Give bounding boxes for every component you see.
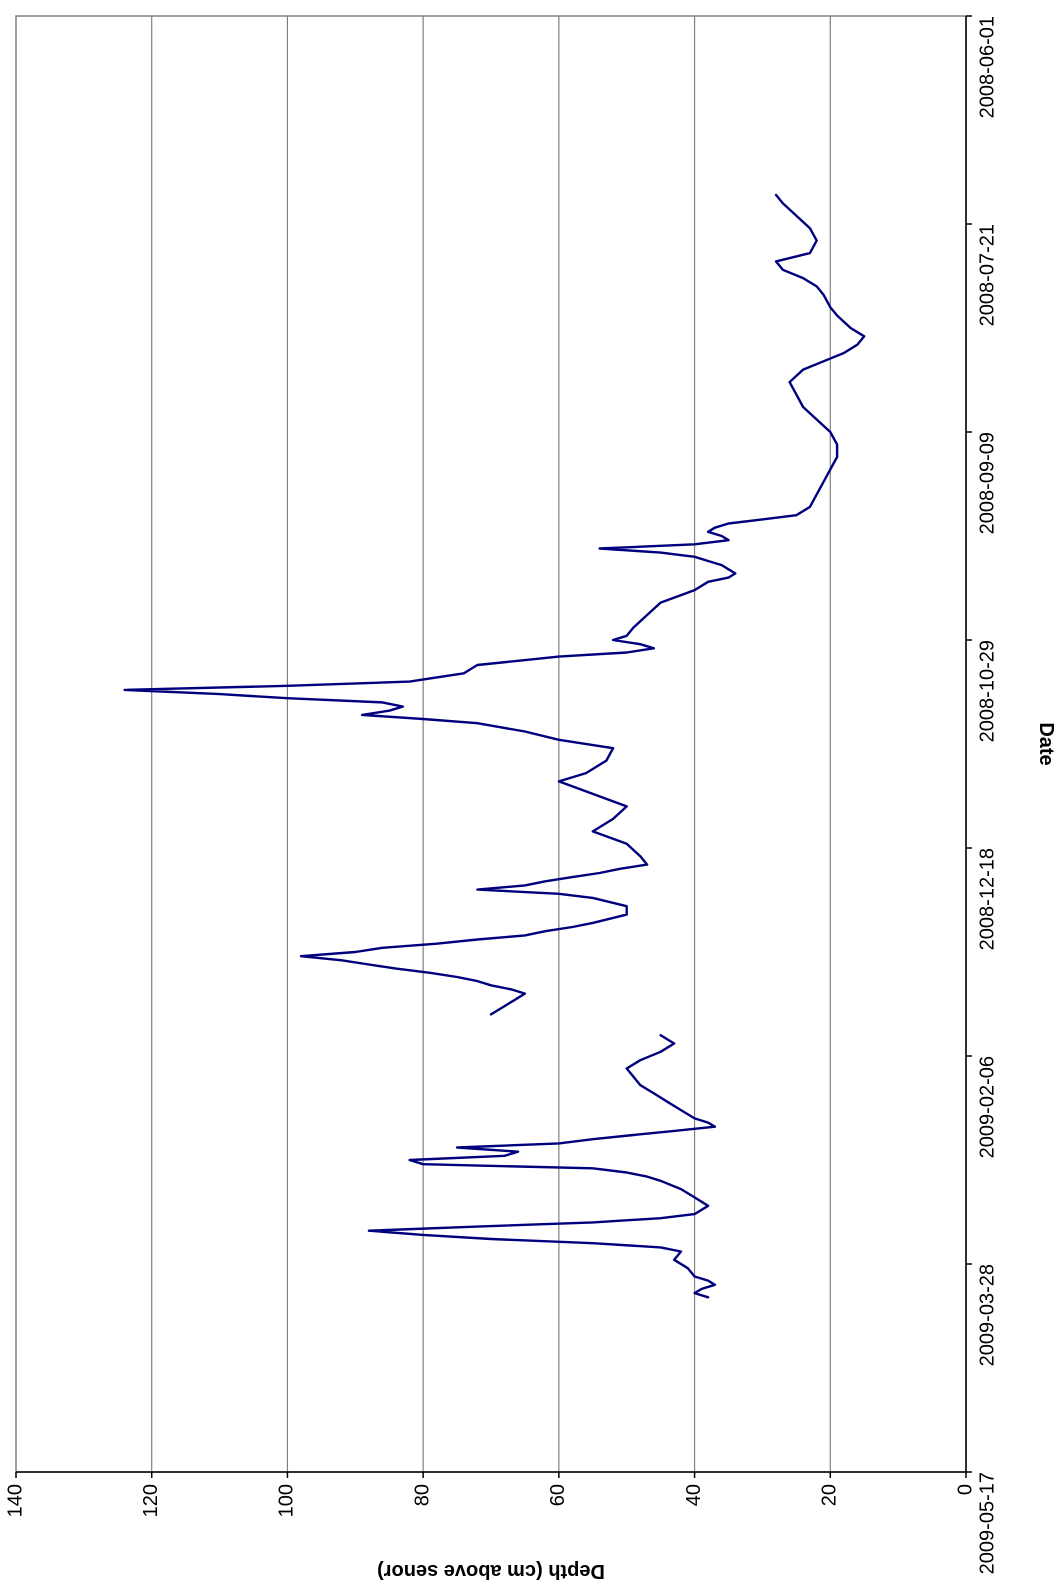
x-tick-label: 2008-09-09 — [976, 432, 998, 534]
x-tick-label: 2008-10-29 — [976, 640, 998, 742]
gridlines — [151, 16, 831, 1472]
y-tick-label: 40 — [683, 1484, 705, 1506]
x-axis-title: Date — [1035, 722, 1057, 765]
x-tick-label: 2008-06-01 — [976, 16, 998, 118]
x-tick-label: 2008-12-18 — [976, 848, 998, 950]
y-tick-label: 60 — [547, 1484, 569, 1506]
x-tick-label: 2008-07-21 — [976, 224, 998, 326]
y-tick-label: 80 — [411, 1484, 433, 1506]
depth-series-line-segment-2 — [367, 1033, 717, 1299]
y-tick-label: 0 — [954, 1484, 976, 1495]
y-tick-label: 140 — [4, 1484, 26, 1517]
y-axis-ticks: 0 20 40 60 80 100 120 140 — [4, 1472, 976, 1517]
axes — [16, 16, 967, 1473]
y-tick-label: 100 — [276, 1484, 298, 1517]
plot-area — [15, 15, 967, 1473]
y-axis-title: Depth (cm above senor) — [377, 1560, 605, 1582]
x-tick-label: 2009-02-06 — [976, 1056, 998, 1158]
x-tick-label: 2009-05-17 — [976, 1472, 998, 1574]
series-layer — [123, 193, 866, 1299]
x-tick-label: 2009-03-28 — [976, 1264, 998, 1366]
depth-series-line-segment-1 — [123, 193, 866, 1016]
y-tick-label: 20 — [819, 1484, 841, 1506]
x-axis-ticks: 2008-06-01 2008-07-21 2008-09-09 2008-10-29… — [966, 15, 998, 1574]
y-tick-label: 120 — [140, 1484, 162, 1517]
